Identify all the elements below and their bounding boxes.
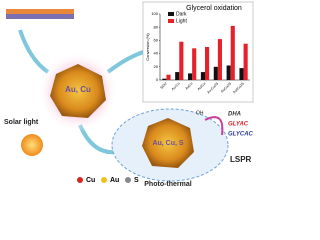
legend-label: Cu bbox=[86, 177, 95, 184]
legend-swatch bbox=[168, 12, 174, 16]
bar bbox=[226, 65, 231, 80]
particle-label: Au, Cu, S bbox=[152, 140, 183, 147]
bar bbox=[213, 66, 218, 80]
bar bbox=[243, 43, 248, 80]
legend-dot bbox=[125, 177, 131, 183]
graphic: Au, Cu Au, Cu, S Solar light Photo-therm… bbox=[4, 1, 254, 188]
substrate bbox=[6, 14, 74, 19]
bar bbox=[239, 68, 244, 80]
bar bbox=[200, 72, 205, 80]
bar bbox=[188, 73, 193, 80]
y-axis-label: Conversion (%) bbox=[145, 33, 150, 61]
sun bbox=[21, 134, 43, 156]
y-tick-label: 60 bbox=[154, 37, 159, 42]
legend-label: S bbox=[134, 177, 139, 184]
y-tick-label: 0 bbox=[156, 77, 159, 82]
bar bbox=[175, 72, 180, 80]
product-label: GLYCAC bbox=[228, 132, 254, 138]
chart-title: Glycerol oxidation bbox=[186, 5, 242, 12]
y-tick-label: 40 bbox=[154, 51, 159, 56]
bar bbox=[166, 74, 171, 80]
bar bbox=[179, 41, 184, 80]
legend-label: Au bbox=[110, 177, 119, 184]
x-tick-label: Au-Cu bbox=[171, 81, 181, 91]
x-tick-label: AuCu bbox=[184, 82, 193, 91]
arrow bbox=[204, 116, 224, 136]
legend-label: Light bbox=[176, 18, 187, 24]
y-tick-label: 80 bbox=[154, 24, 159, 29]
x-tick-label: SiO2 bbox=[159, 81, 167, 89]
product-label: DHA bbox=[228, 112, 241, 118]
bar bbox=[205, 47, 210, 80]
bottom-particle bbox=[142, 118, 194, 168]
legend-swatch bbox=[168, 19, 174, 23]
effect-label: Photo-thermal bbox=[144, 181, 192, 188]
bar bbox=[217, 39, 222, 80]
particle-label: Au, Cu bbox=[65, 85, 91, 94]
light-label: Solar light bbox=[4, 119, 39, 126]
reactant-label: OH bbox=[196, 110, 204, 116]
bar bbox=[192, 48, 197, 80]
y-tick-label: 100 bbox=[151, 11, 158, 16]
legend-label: Dark bbox=[176, 11, 187, 17]
top-particle bbox=[50, 64, 106, 118]
bar bbox=[230, 25, 235, 81]
x-tick-label: Au/Cu bbox=[197, 81, 207, 91]
effect-label: LSPR bbox=[230, 155, 252, 164]
film bbox=[6, 9, 74, 14]
legend-dot bbox=[101, 177, 107, 183]
y-tick-label: 20 bbox=[154, 64, 159, 69]
legend-dot bbox=[77, 177, 83, 183]
product-label: GLYAC bbox=[228, 122, 249, 128]
bar bbox=[162, 78, 167, 80]
